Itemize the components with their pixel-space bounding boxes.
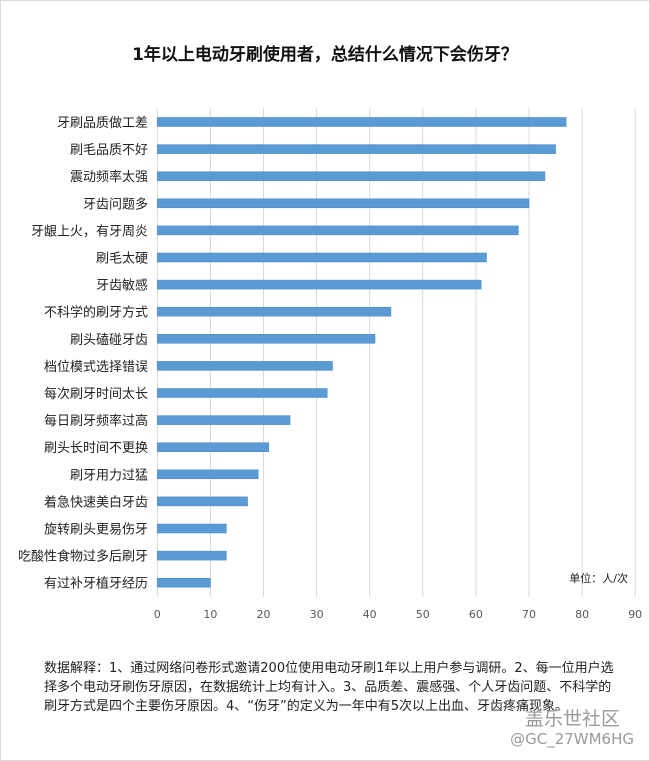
x-tick-label: 80 — [575, 608, 589, 621]
bar — [157, 415, 291, 425]
bar — [157, 388, 328, 398]
x-tick-label: 30 — [310, 608, 324, 621]
x-tick-label: 20 — [257, 608, 271, 621]
bar — [157, 279, 482, 290]
bar — [157, 252, 487, 263]
bar — [157, 550, 227, 561]
category-label: 着急快速美白牙齿 — [44, 494, 148, 510]
x-tick-label: 70 — [522, 608, 536, 621]
bar — [157, 469, 259, 480]
category-label: 牙齿问题多 — [83, 196, 148, 212]
x-tick-label: 90 — [628, 608, 642, 621]
category-label: 吃酸性食物过多后刷牙 — [18, 549, 148, 565]
category-label: 刷毛品质不好 — [70, 143, 148, 158]
data-note: 数据解释：1、通过网络问卷形式邀请200位使用电动牙刷1年以上用户参与调研。2、… — [44, 661, 614, 714]
bar — [157, 171, 546, 181]
category-label: 每次刷牙时间太长 — [44, 386, 148, 402]
category-label: 刷头磕碰牙齿 — [70, 332, 148, 348]
x-tick-label: 50 — [416, 608, 430, 621]
bar — [157, 117, 567, 127]
bar — [157, 442, 270, 452]
watermark-site: 盖乐世社区 — [524, 708, 620, 730]
category-label: 旋转刷头更易伤牙 — [44, 523, 148, 538]
category-label: 档位模式选择错误 — [44, 360, 148, 375]
bar — [157, 306, 392, 317]
category-label: 震动频率太强 — [70, 169, 148, 185]
category-label: 牙龈上火，有牙周炎 — [31, 224, 148, 239]
bar — [157, 577, 211, 588]
category-label: 每日刷牙频率过高 — [44, 413, 148, 429]
bar-chart: 0 10 20 30 40 50 60 70 80 90 牙刷品质做工差刷毛品质不好震动频率太强牙齿… — [18, 108, 642, 621]
category-label: 刷牙用力过猛 — [70, 468, 148, 483]
category-label: 有过补牙植牙经历 — [44, 577, 148, 592]
category-label: 牙齿敏感 — [96, 278, 148, 294]
bar — [157, 225, 519, 236]
category-label: 牙刷品质做工差 — [57, 116, 148, 131]
category-label: 不科学的刷牙方式 — [44, 305, 148, 321]
unit-label: 单位：人/次 — [569, 571, 628, 585]
x-tick-label: 10 — [203, 608, 217, 621]
category-label: 刷头长时间不更换 — [44, 441, 148, 456]
bar — [157, 198, 530, 209]
category-label: 刷毛太硬 — [96, 252, 148, 267]
x-tick-label: 60 — [469, 608, 483, 621]
watermark-user: @GC_27WM6HG — [510, 730, 634, 748]
bar — [157, 523, 227, 534]
bar — [157, 361, 333, 371]
bar — [157, 334, 376, 344]
x-tick-label: 0 — [154, 608, 161, 621]
chart-title: 1年以上电动牙刷使用者，总结什么情况下会伤牙？ — [132, 45, 518, 65]
bar — [157, 496, 248, 507]
bar — [157, 144, 556, 154]
x-tick-label: 40 — [363, 608, 377, 621]
